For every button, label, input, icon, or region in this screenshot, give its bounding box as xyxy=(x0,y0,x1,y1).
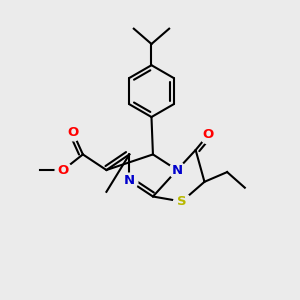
Text: O: O xyxy=(203,128,214,141)
Text: N: N xyxy=(124,174,135,188)
Text: N: N xyxy=(172,164,183,176)
Text: O: O xyxy=(58,164,69,176)
Text: O: O xyxy=(67,126,79,139)
Text: S: S xyxy=(177,195,187,208)
